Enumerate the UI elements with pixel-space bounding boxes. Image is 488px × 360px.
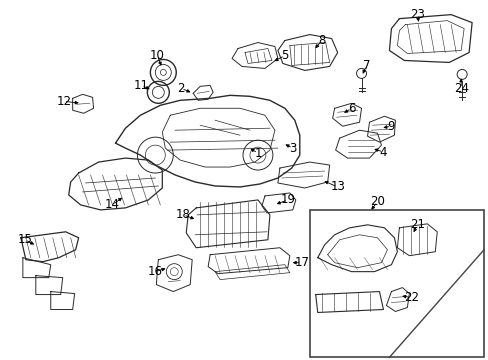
Text: 12: 12	[56, 95, 71, 108]
Text: 3: 3	[288, 141, 296, 155]
Text: 23: 23	[409, 8, 424, 21]
Text: 21: 21	[409, 218, 424, 231]
Text: 16: 16	[147, 265, 163, 278]
Text: 17: 17	[294, 256, 308, 269]
Text: 13: 13	[329, 180, 345, 193]
Text: 22: 22	[403, 291, 418, 304]
Text: 7: 7	[362, 59, 369, 72]
Text: 24: 24	[453, 82, 468, 95]
Text: 10: 10	[150, 49, 164, 62]
Text: 19: 19	[280, 193, 295, 206]
Text: 8: 8	[317, 34, 325, 47]
Text: 4: 4	[379, 145, 386, 159]
Text: 11: 11	[134, 79, 148, 92]
Bar	[309, 210, 483, 357]
Text: 20: 20	[369, 195, 384, 208]
Text: 1: 1	[254, 147, 261, 159]
Text: 18: 18	[176, 208, 190, 221]
Text: 6: 6	[347, 102, 355, 115]
Text: 5: 5	[281, 49, 288, 62]
Text: 2: 2	[177, 82, 184, 95]
Text: 9: 9	[387, 120, 394, 133]
Text: 14: 14	[105, 198, 120, 211]
Text: 15: 15	[18, 233, 32, 246]
